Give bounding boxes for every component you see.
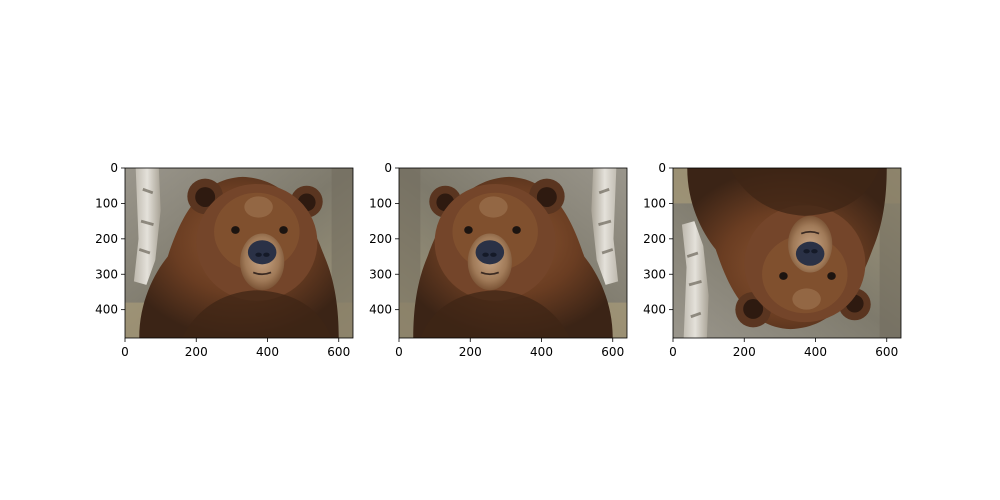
y-tick-label: 400 bbox=[95, 303, 118, 317]
panel-horizontal-flip: 0 200 400 600 0 100 200 300 400 bbox=[369, 161, 628, 359]
x-tick-label: 600 bbox=[875, 345, 898, 359]
y-tick-label: 200 bbox=[643, 232, 666, 246]
panel-original: 0 200 400 600 0 100 200 300 400 bbox=[95, 161, 354, 359]
x-tick-label: 600 bbox=[601, 345, 624, 359]
y-tick-label: 0 bbox=[658, 161, 666, 175]
panel-vertical-flip: 0 200 400 600 0 100 200 300 400 bbox=[643, 161, 902, 359]
x-tick-label: 200 bbox=[185, 345, 208, 359]
x-tick-label: 400 bbox=[804, 345, 827, 359]
y-tick-label: 100 bbox=[643, 196, 666, 210]
y-tick-label: 200 bbox=[95, 232, 118, 246]
y-tick-label: 0 bbox=[110, 161, 118, 175]
y-tick-label: 200 bbox=[369, 232, 392, 246]
axes-frame bbox=[672, 167, 902, 339]
x-tick-label: 0 bbox=[121, 345, 129, 359]
x-tick-label: 600 bbox=[327, 345, 350, 359]
bear-photo-horizontal-flip bbox=[399, 168, 627, 338]
y-tick-label: 400 bbox=[643, 303, 666, 317]
y-tick-label: 100 bbox=[95, 196, 118, 210]
x-tick-label: 0 bbox=[669, 345, 677, 359]
bear-photo-vertical-flip bbox=[673, 168, 901, 338]
axes-layer: 0 200 400 600 0 100 200 300 400 0 200 400 600 0 100 200… bbox=[95, 161, 902, 359]
bear-photo-original bbox=[125, 168, 353, 338]
x-tick-label: 200 bbox=[459, 345, 482, 359]
y-tick-label: 300 bbox=[95, 267, 118, 281]
axes-frame bbox=[124, 167, 354, 339]
axes-frame bbox=[398, 167, 628, 339]
y-tick-label: 100 bbox=[369, 196, 392, 210]
y-tick-label: 400 bbox=[369, 303, 392, 317]
y-tick-label: 300 bbox=[369, 267, 392, 281]
x-tick-label: 400 bbox=[256, 345, 279, 359]
y-tick-label: 0 bbox=[384, 161, 392, 175]
x-tick-label: 200 bbox=[733, 345, 756, 359]
x-tick-label: 0 bbox=[395, 345, 403, 359]
y-tick-label: 300 bbox=[643, 267, 666, 281]
x-tick-label: 400 bbox=[530, 345, 553, 359]
